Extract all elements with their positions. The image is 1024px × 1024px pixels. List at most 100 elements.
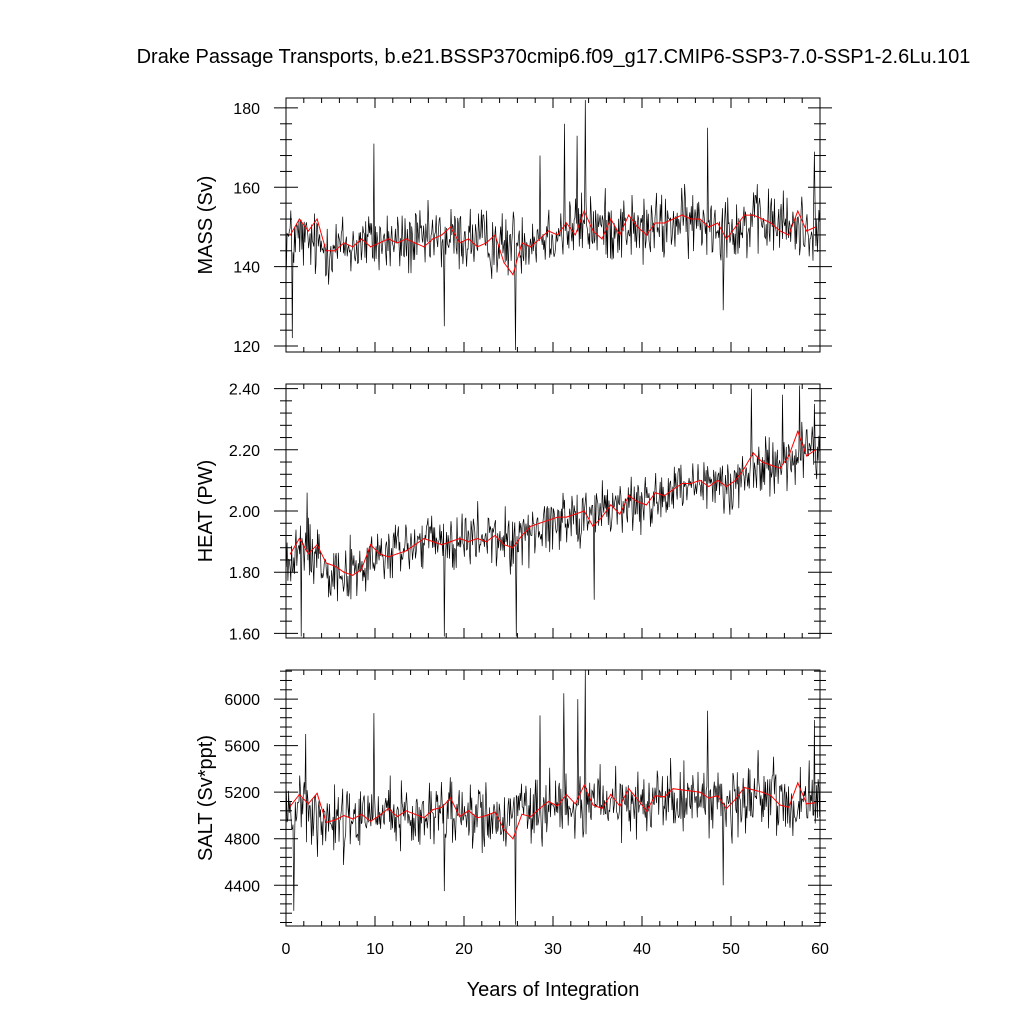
annual-mean-point <box>307 803 309 805</box>
monthly-series-line <box>286 385 820 637</box>
annual-mean-point <box>298 537 300 540</box>
y-axis-label: MASS (Sv) <box>195 176 217 275</box>
annual-mean-point <box>539 807 541 810</box>
annual-mean-point <box>770 222 772 224</box>
x-tick-label: 20 <box>455 941 473 958</box>
annual-mean-point <box>289 553 292 555</box>
annual-mean-point <box>467 810 470 812</box>
annual-mean-point <box>298 218 300 220</box>
annual-mean-point <box>556 516 559 518</box>
annual-mean-point <box>636 226 639 228</box>
annual-mean-point <box>770 464 772 466</box>
annual-mean-point <box>717 479 719 481</box>
annual-mean-point <box>423 537 425 540</box>
annual-mean-point <box>325 562 327 564</box>
annual-mean-point <box>601 807 603 810</box>
annual-mean-point <box>592 230 594 232</box>
figure-title: Drake Passage Transports, b.e21.BSSP370c… <box>136 46 971 68</box>
annual-mean-point <box>378 242 381 244</box>
annual-mean-point <box>663 495 665 497</box>
annual-mean-point <box>725 485 728 488</box>
annual-mean-point <box>530 525 532 527</box>
x-tick-label: 40 <box>633 941 651 958</box>
annual-mean-point <box>458 242 461 244</box>
annual-mean-point <box>369 820 372 822</box>
annual-mean-point <box>708 485 710 488</box>
annual-mean-point <box>432 238 434 240</box>
annual-mean-point <box>743 467 745 469</box>
annual-mean-point <box>672 488 674 491</box>
annual-mean-point <box>405 238 407 240</box>
annual-mean-point <box>343 571 345 573</box>
annual-mean-point <box>734 798 737 800</box>
annual-mean-point <box>494 234 496 236</box>
x-tick-label: 30 <box>544 941 562 958</box>
monthly-series-line <box>286 669 820 925</box>
annual-mean-point <box>289 234 292 236</box>
annual-mean-point <box>806 803 808 805</box>
annual-mean-point <box>503 828 505 831</box>
annual-mean-point <box>761 791 763 793</box>
annual-mean-point <box>396 553 398 555</box>
annual-mean-point <box>405 810 407 812</box>
annual-mean-point <box>325 250 327 252</box>
annual-mean-point <box>387 807 389 810</box>
annual-mean-point <box>414 242 416 244</box>
y-axis-label: HEAT (PW) <box>195 460 217 563</box>
annual-mean-point <box>503 262 505 264</box>
annual-mean-point <box>610 504 612 506</box>
annual-mean-point <box>779 804 781 806</box>
annual-mean-point <box>450 226 452 228</box>
annual-mean-point <box>467 541 470 543</box>
annual-mean-point <box>432 541 434 543</box>
annual-mean-point <box>672 788 674 790</box>
annual-mean-point <box>423 246 425 248</box>
annual-mean-point <box>378 814 381 817</box>
y-tick-label: 4800 <box>224 832 260 849</box>
annual-mean-point <box>645 504 648 506</box>
annual-mean-point <box>565 516 567 518</box>
annual-mean-point <box>797 782 799 784</box>
annual-mean-point <box>476 246 478 248</box>
annual-mean-point <box>334 819 336 821</box>
annual-mean-point <box>761 218 763 220</box>
annual-mean-point <box>779 467 781 469</box>
annual-mean-series-line <box>289 429 816 576</box>
annual-mean-point <box>806 455 808 457</box>
y-tick-label: 4400 <box>224 878 260 895</box>
y-tick-label: 5600 <box>224 739 260 756</box>
annual-mean-point <box>797 210 799 212</box>
annual-mean-point <box>619 513 621 515</box>
annual-mean-point <box>423 817 425 819</box>
annual-mean-point <box>681 789 683 791</box>
annual-mean-point <box>654 492 656 494</box>
annual-mean-point <box>699 218 701 220</box>
annual-mean-point <box>387 238 389 240</box>
annual-mean-point <box>334 250 336 252</box>
annual-mean-point <box>316 544 318 546</box>
annual-mean-point <box>458 816 461 818</box>
annual-mean-point <box>441 234 443 236</box>
annual-mean-point <box>708 226 710 228</box>
y-tick-label: 160 <box>233 180 260 197</box>
annual-mean-point <box>352 246 354 248</box>
plot-frame <box>285 383 821 639</box>
annual-mean-point <box>636 501 639 503</box>
x-tick-label: 60 <box>811 941 829 958</box>
annual-mean-series-line <box>290 781 816 840</box>
annual-mean-point <box>521 242 523 244</box>
y-tick-label: 140 <box>233 260 260 277</box>
annual-mean-point <box>387 556 389 558</box>
annual-mean-point <box>814 802 817 804</box>
annual-mean-point <box>770 795 772 797</box>
annual-mean-point <box>432 809 434 811</box>
annual-mean-point <box>654 222 656 224</box>
mass-panel: 120 140 160 180 MASS (Sv) <box>195 97 832 356</box>
annual-mean-point <box>788 806 790 808</box>
annual-mean-point <box>619 805 621 807</box>
annual-mean-point <box>307 230 309 232</box>
y-tick-label: 5200 <box>224 785 260 802</box>
annual-mean-point <box>592 525 594 527</box>
annual-mean-point <box>369 246 372 248</box>
